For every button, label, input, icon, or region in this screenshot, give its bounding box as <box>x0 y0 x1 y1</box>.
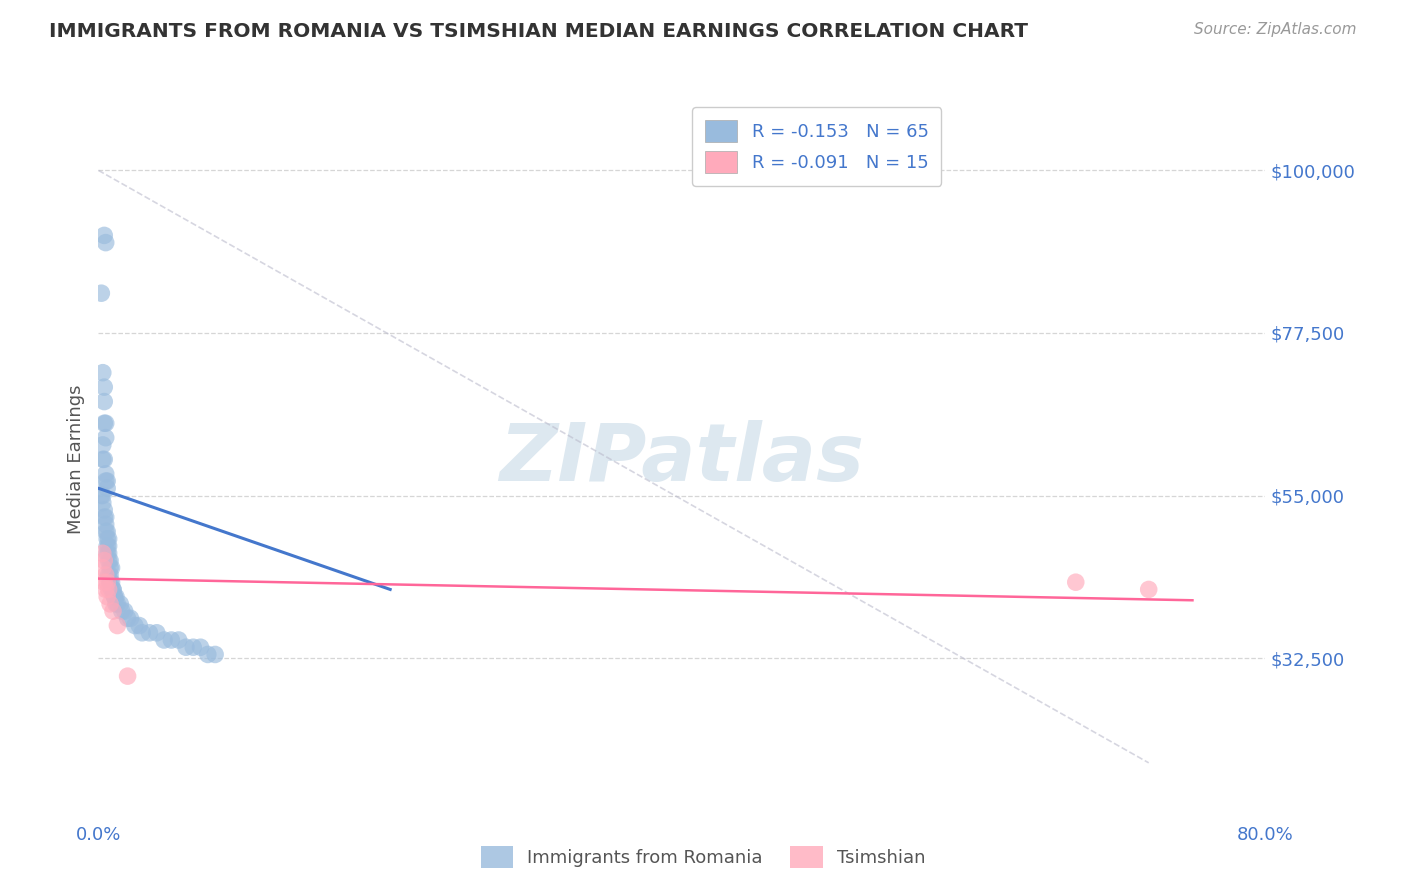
Point <box>97 532 120 546</box>
Point <box>91 438 114 452</box>
Point <box>117 669 139 683</box>
Point <box>96 546 118 560</box>
Point <box>197 648 219 662</box>
Point <box>93 380 115 394</box>
Point <box>90 489 112 503</box>
Point <box>94 474 117 488</box>
Point <box>93 575 115 590</box>
Point <box>104 597 127 611</box>
Point <box>96 532 118 546</box>
Point <box>91 366 114 380</box>
Point <box>90 286 112 301</box>
Point <box>94 524 117 539</box>
Point <box>93 228 115 243</box>
Point <box>146 625 169 640</box>
Point <box>131 625 153 640</box>
Point <box>117 611 139 625</box>
Point <box>96 539 118 553</box>
Point <box>94 416 117 431</box>
Point <box>100 582 122 597</box>
Point <box>103 590 125 604</box>
Point <box>94 467 117 481</box>
Point <box>1064 575 1087 590</box>
Y-axis label: Median Earnings: Median Earnings <box>66 384 84 534</box>
Point <box>101 582 124 597</box>
Point <box>96 590 118 604</box>
Point <box>181 640 204 655</box>
Point <box>91 452 114 467</box>
Point <box>114 604 136 618</box>
Point <box>98 553 121 567</box>
Text: ZIPatlas: ZIPatlas <box>499 420 865 499</box>
Point <box>100 575 122 590</box>
Point <box>91 546 114 560</box>
Point <box>110 597 132 611</box>
Point <box>128 618 150 632</box>
Point <box>94 235 117 250</box>
Point <box>124 618 146 632</box>
Point <box>94 517 117 532</box>
Point <box>98 568 121 582</box>
Point <box>97 553 120 567</box>
Point <box>91 489 114 503</box>
Point <box>93 452 115 467</box>
Point <box>100 561 122 575</box>
Point <box>174 640 197 655</box>
Point <box>160 633 183 648</box>
Point <box>93 553 115 567</box>
Point <box>94 510 117 524</box>
Point <box>96 481 118 495</box>
Point <box>98 575 121 590</box>
Point <box>153 633 176 648</box>
Point <box>111 604 134 618</box>
Legend: Immigrants from Romania, Tsimshian: Immigrants from Romania, Tsimshian <box>470 835 936 879</box>
Text: Source: ZipAtlas.com: Source: ZipAtlas.com <box>1194 22 1357 37</box>
Point <box>97 582 120 597</box>
Point <box>190 640 212 655</box>
Point <box>104 590 127 604</box>
Point <box>94 568 117 582</box>
Point <box>101 582 124 597</box>
Point <box>97 568 120 582</box>
Legend: R = -0.153   N = 65, R = -0.091   N = 15: R = -0.153 N = 65, R = -0.091 N = 15 <box>692 107 941 186</box>
Point <box>93 503 115 517</box>
Point <box>94 431 117 445</box>
Point <box>204 648 226 662</box>
Point <box>138 625 160 640</box>
Point <box>103 590 125 604</box>
Point <box>94 582 117 597</box>
Point <box>98 597 121 611</box>
Point <box>167 633 190 648</box>
Point <box>96 524 118 539</box>
Point <box>120 611 142 625</box>
Point <box>96 575 118 590</box>
Point <box>98 561 121 575</box>
Point <box>93 394 115 409</box>
Point <box>93 510 115 524</box>
Point <box>96 474 118 488</box>
Point <box>101 604 124 618</box>
Point <box>93 416 115 431</box>
Point <box>97 546 120 560</box>
Text: IMMIGRANTS FROM ROMANIA VS TSIMSHIAN MEDIAN EARNINGS CORRELATION CHART: IMMIGRANTS FROM ROMANIA VS TSIMSHIAN MED… <box>49 22 1028 41</box>
Point <box>105 597 128 611</box>
Point <box>97 539 120 553</box>
Point <box>105 618 128 632</box>
Point <box>91 496 114 510</box>
Point <box>91 561 114 575</box>
Point <box>1137 582 1160 597</box>
